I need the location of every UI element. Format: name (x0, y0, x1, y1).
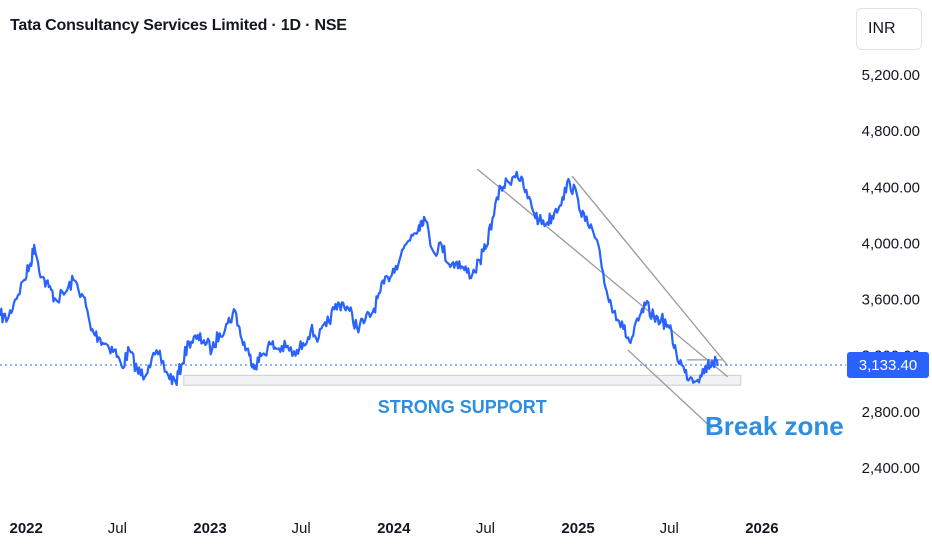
x-tick-label: 2026 (745, 520, 778, 537)
support-zone-label: STRONG SUPPORT (378, 397, 547, 417)
y-tick-label: 4,400.00 (862, 179, 920, 196)
x-tick-label: Jul (292, 520, 311, 537)
y-tick-label: 4,000.00 (862, 235, 920, 252)
y-tick-label: 2,800.00 (862, 404, 920, 421)
x-tick-label: Jul (108, 520, 127, 537)
x-tick-label: 2022 (9, 520, 42, 537)
chart-title: Tata Consultancy Services Limited · 1D ·… (10, 17, 347, 34)
trendline (627, 349, 714, 430)
currency-label: INR (868, 20, 896, 37)
trendline (571, 175, 729, 366)
last-price-label: 3,133.40 (859, 357, 917, 374)
y-tick-label: 4,800.00 (862, 123, 920, 140)
currency-selector[interactable]: INR (856, 8, 922, 50)
break-zone-label: Break zone (705, 411, 844, 441)
x-tick-label: 2023 (193, 520, 226, 537)
x-tick-label: 2024 (377, 520, 411, 537)
y-tick-label: 3,600.00 (862, 292, 920, 309)
price-series-line (0, 170, 719, 387)
y-tick-label: 5,200.00 (862, 67, 920, 84)
x-tick-label: 2025 (561, 520, 594, 537)
support-zone-rect (183, 374, 742, 386)
x-tick-label: Jul (476, 520, 495, 537)
x-tick-label: Jul (660, 520, 679, 537)
last-price-badge: 3,133.40 (847, 352, 929, 379)
y-tick-label: 2,400.00 (862, 460, 920, 477)
